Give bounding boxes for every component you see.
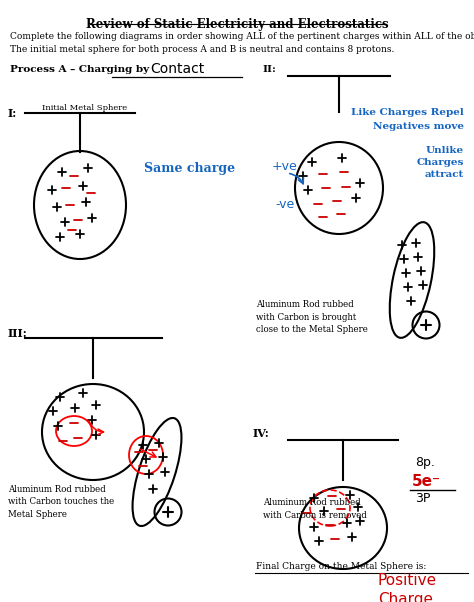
- Text: Initial Metal Sphere: Initial Metal Sphere: [42, 104, 127, 112]
- Text: -ve: -ve: [275, 198, 294, 211]
- Text: 5e⁻: 5e⁻: [412, 474, 441, 489]
- Text: Charges: Charges: [417, 158, 464, 167]
- Text: I:: I:: [8, 108, 17, 119]
- Text: attract: attract: [425, 170, 464, 179]
- Text: Aluminum Rod rubbed
with Carbon is removed: Aluminum Rod rubbed with Carbon is remov…: [263, 498, 367, 520]
- Text: +ve: +ve: [272, 160, 298, 173]
- Text: Contact: Contact: [150, 62, 204, 76]
- Text: Negatives move: Negatives move: [373, 122, 464, 131]
- Text: Complete the following diagrams in order showing ALL of the pertinent charges wi: Complete the following diagrams in order…: [10, 32, 474, 54]
- Text: Aluminum Rod rubbed
with Carbon is brought
close to the Metal Sphere: Aluminum Rod rubbed with Carbon is broug…: [256, 300, 368, 334]
- Text: Review of Static Electricity and Electrostatics: Review of Static Electricity and Electro…: [86, 18, 388, 31]
- Text: 3P: 3P: [415, 492, 430, 505]
- Text: Aluminum Rod rubbed
with Carbon touches the
Metal Sphere: Aluminum Rod rubbed with Carbon touches …: [8, 485, 114, 519]
- Text: 8p.: 8p.: [415, 456, 435, 469]
- Text: Positive
Charge.: Positive Charge.: [378, 573, 438, 602]
- Text: Same charge: Same charge: [145, 162, 236, 175]
- Text: Final Charge on the Metal Sphere is:: Final Charge on the Metal Sphere is:: [256, 562, 427, 571]
- Text: IV:: IV:: [253, 428, 270, 439]
- Text: Like Charges Repel: Like Charges Repel: [351, 108, 464, 117]
- Text: II:: II:: [262, 65, 276, 74]
- Text: Process A – Charging by: Process A – Charging by: [10, 65, 156, 74]
- Text: Unlike: Unlike: [426, 146, 464, 155]
- Text: III:: III:: [8, 328, 28, 339]
